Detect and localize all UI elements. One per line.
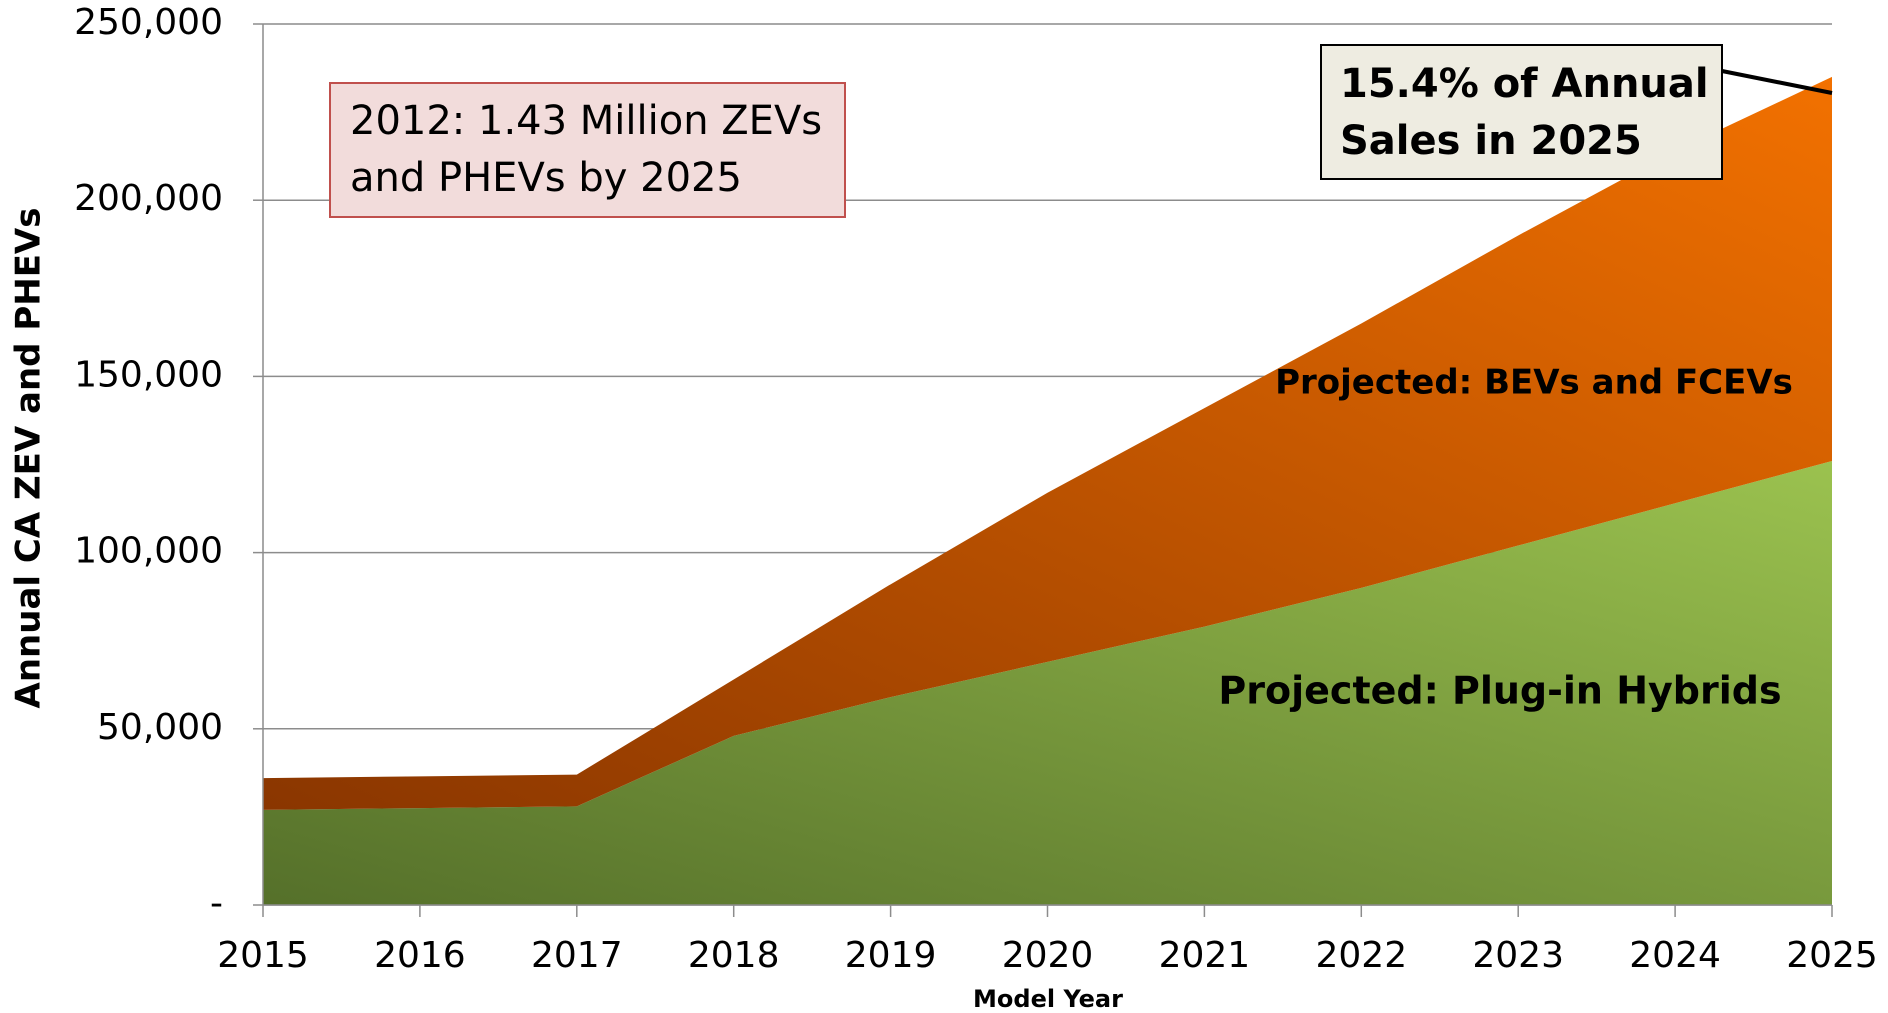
y-tick-label: 200,000 (74, 178, 223, 219)
annotation-text: 2012: 1.43 Million ZEVs (350, 98, 822, 144)
series-label: Projected: BEVs and FCEVs (1275, 363, 1793, 403)
area (263, 460, 1832, 905)
x-tick-label: 2018 (688, 935, 780, 976)
area (263, 76, 1832, 810)
x-tick-label: 2022 (1315, 935, 1407, 976)
x-tick-label: 2023 (1472, 935, 1564, 976)
y-tick-label: 250,000 (74, 2, 223, 43)
y-tick-label: 50,000 (97, 707, 223, 748)
x-tick-label: 2021 (1159, 935, 1251, 976)
y-axis-title: Annual CA ZEV and PHEVs (9, 208, 49, 709)
x-tick-label: 2024 (1629, 935, 1721, 976)
x-tick-label: 2016 (374, 935, 466, 976)
x-axis-title: Model Year (973, 985, 1123, 1013)
x-tick-label: 2019 (845, 935, 937, 976)
series-label: Projected: Plug-in Hybrids (1218, 669, 1781, 713)
annotation-pointer (1721, 69, 1833, 95)
annotation-box (1320, 44, 1723, 180)
x-tick-label: 2020 (1002, 935, 1094, 976)
y-tick-label: - (210, 883, 223, 924)
annotation-text: 15.4% of Annual (1340, 61, 1709, 107)
y-tick-label: 100,000 (74, 531, 223, 572)
annotation-box (329, 82, 846, 218)
x-tick-label: 2015 (217, 935, 309, 976)
y-tick-label: 150,000 (74, 354, 223, 395)
annotation-text: Sales in 2025 (1340, 118, 1642, 164)
x-tick-label: 2017 (531, 935, 623, 976)
annotation-text: and PHEVs by 2025 (350, 155, 742, 201)
x-tick-label: 2025 (1786, 935, 1878, 976)
